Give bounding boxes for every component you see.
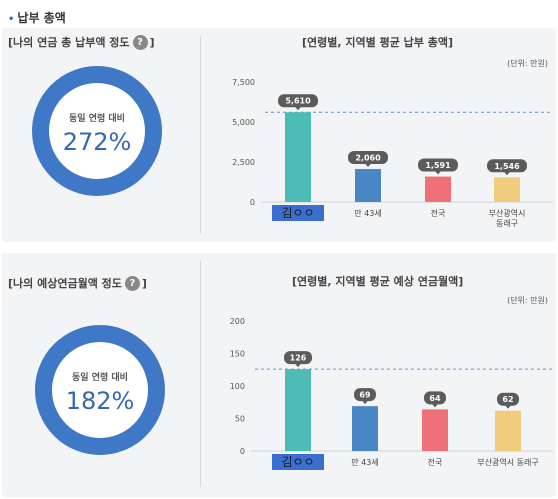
bar <box>495 410 521 451</box>
payment-level-card: [나의 연금 총 납부액 정도 ? ] 동일 연령 대비 272% <box>2 28 198 242</box>
y-tick-label: 5,000 <box>232 118 255 127</box>
value-label-pointer <box>362 400 368 405</box>
y-tick-label: 50 <box>235 415 245 424</box>
my-name-highlight <box>272 205 324 221</box>
payment-ratio-donut: 동일 연령 대비 272% <box>32 66 162 196</box>
value-label-pill <box>348 151 388 165</box>
value-label-pill <box>278 94 318 108</box>
bar <box>355 169 381 202</box>
bar <box>352 406 378 451</box>
value-label-pointer <box>435 171 441 175</box>
value-label-pill <box>354 388 376 402</box>
section-title: • 납부 총액 <box>8 11 66 25</box>
donut-percentage: 272% <box>62 128 132 156</box>
category-label: 만 43세 <box>351 458 378 467</box>
value-label-pointer <box>365 163 371 168</box>
category-label: 부산광역시 동래구 <box>477 457 538 467</box>
unit-label: (단위: 만원) <box>507 59 548 68</box>
value-label-pill <box>284 351 312 365</box>
bar-value-label: 2,060 <box>355 154 381 163</box>
bar <box>422 409 448 451</box>
help-icon[interactable]: ? <box>132 34 148 50</box>
value-label-pointer <box>295 106 301 111</box>
unit-label: (단위: 만원) <box>507 296 548 305</box>
donut-caption: 동일 연령 대비 <box>72 373 128 383</box>
y-tick-label: 0 <box>240 447 245 456</box>
donut-percentage: 182% <box>65 387 135 415</box>
category-label-mine: 김ㅇㅇ <box>281 455 314 469</box>
panel-divider <box>200 36 201 234</box>
value-label-pill <box>487 159 527 173</box>
bar-value-label: 5,610 <box>285 97 311 106</box>
payment-level-title: [나의 연금 총 납부액 정도 ? ] <box>8 34 155 50</box>
category-label: 전국 <box>431 208 446 218</box>
bar <box>285 369 311 451</box>
category-label: 만 43세 <box>354 209 381 218</box>
bar-value-label: 64 <box>429 394 441 403</box>
bullet-icon: • <box>8 14 15 25</box>
bar <box>285 112 311 202</box>
value-label-pointer <box>504 171 510 176</box>
category-label-mine: 김ㅇㅇ <box>281 206 314 220</box>
category-label: 동래구 <box>496 219 518 228</box>
bar-value-label: 1,591 <box>425 161 451 170</box>
value-label-pointer <box>432 403 438 408</box>
value-label-pill <box>418 158 458 172</box>
bar <box>425 176 451 202</box>
y-tick-label: 100 <box>230 382 245 391</box>
category-label: 부산광역시 <box>489 208 526 218</box>
value-label-pointer <box>505 405 511 409</box>
bar-value-label: 1,546 <box>494 162 520 171</box>
value-label-pill <box>497 392 519 406</box>
category-label: 전국 <box>428 457 443 467</box>
y-tick-label: 0 <box>250 198 255 207</box>
bar <box>494 177 520 202</box>
pension-bar-chart: 0 50 100 150 200 126 김ㅇㅇ 69 만 43세 64 전국 62 부산광역시 동래구 <box>230 317 553 470</box>
value-label-pointer <box>295 363 301 368</box>
bar-value-label: 62 <box>502 395 513 404</box>
payment-panel: [나의 연금 총 납부액 정도 ? ] 동일 연령 대비 272% [연령별, … <box>2 28 556 242</box>
y-tick-label: 200 <box>230 317 245 326</box>
panel-divider <box>200 261 201 487</box>
donut-caption: 동일 연령 대비 <box>69 114 125 124</box>
bar-value-label: 69 <box>359 391 371 400</box>
pension-ratio-donut: 동일 연령 대비 182% <box>35 325 165 455</box>
y-tick-label: 2,500 <box>232 158 255 167</box>
payment-bar-chart: 0 2,500 5,000 7,500 5,610 김ㅇㅇ 2,060 만 43세 1,591 전… <box>232 78 553 228</box>
bar-value-label: 126 <box>290 354 307 363</box>
pension-level-title: [나의 예상연금월액 정도 ? ] <box>8 275 147 291</box>
pension-panel: [나의 예상연금월액 정도 ? ] 동일 연령 대비 182% [연령별, 지역… <box>2 253 556 497</box>
value-label-pill <box>424 391 446 405</box>
payment-chart-title: [연령별, 지역별 평균 납부 총액] <box>302 36 453 49</box>
pension-level-card: [나의 예상연금월액 정도 ? ] 동일 연령 대비 182% <box>2 253 198 497</box>
my-name-highlight <box>272 454 324 470</box>
y-tick-label: 150 <box>230 350 245 359</box>
help-icon[interactable]: ? <box>124 275 140 291</box>
y-tick-label: 7,500 <box>232 78 255 87</box>
pension-chart-title: [연령별, 지역별 평균 예상 연금월액] <box>292 275 464 288</box>
